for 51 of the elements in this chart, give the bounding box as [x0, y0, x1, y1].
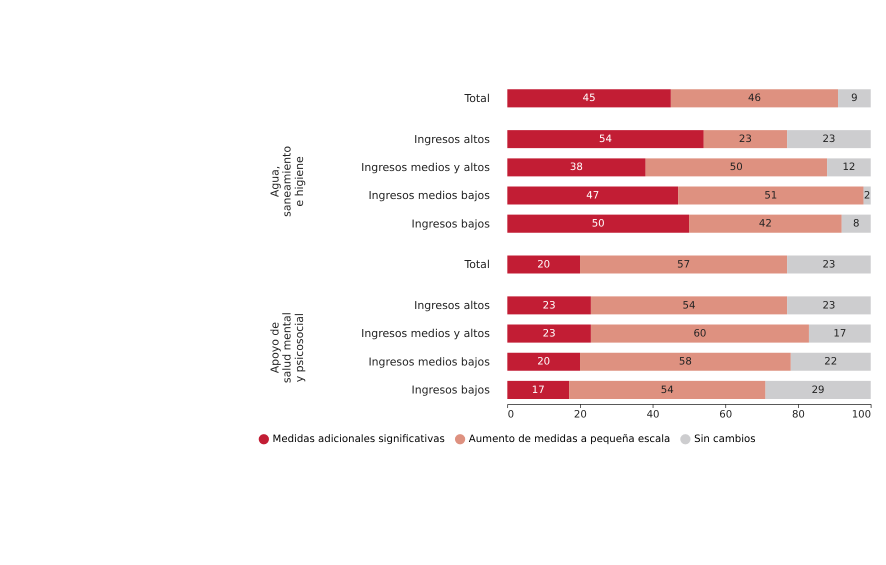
data-label: 57 — [677, 259, 690, 270]
data-label: 51 — [764, 190, 778, 202]
data-label: 12 — [842, 162, 856, 174]
x-tick-label: 100 — [852, 409, 872, 420]
y-tick-label: Ingresos medios bajos — [368, 355, 490, 368]
y-tick-label: Ingresos bajos — [411, 217, 490, 230]
data-label: 8 — [852, 218, 860, 230]
y-tick-label: Total — [463, 92, 490, 105]
data-label: 23 — [738, 134, 752, 146]
data-label: 23 — [822, 134, 836, 146]
data-label: 46 — [748, 93, 761, 104]
legend-label: Aumento de medidas a pequeña escala — [468, 434, 670, 446]
data-label: 47 — [586, 190, 600, 202]
data-label: 54 — [598, 134, 612, 146]
data-label: 60 — [693, 328, 706, 340]
data-label: 23 — [822, 300, 836, 312]
data-label: 23 — [542, 328, 556, 340]
data-label: 20 — [537, 259, 550, 270]
y-tick-label: Total — [463, 258, 490, 272]
y-tick-label: Ingresos medios y altos — [361, 327, 490, 340]
data-label: 2 — [864, 190, 870, 202]
x-tick-label: 40 — [646, 409, 660, 420]
data-label: 20 — [537, 356, 550, 368]
data-label: 45 — [582, 93, 596, 104]
data-label: 29 — [812, 384, 825, 396]
data-label: 54 — [660, 384, 674, 396]
data-label: 50 — [592, 218, 605, 230]
y-tick-label: Ingresos altos — [414, 299, 490, 312]
data-label: 42 — [758, 218, 772, 230]
y-tick-label: Ingresos medios y altos — [361, 160, 490, 174]
data-label: 23 — [542, 300, 556, 312]
x-tick-label: 80 — [792, 409, 805, 420]
data-label: 38 — [570, 162, 583, 174]
data-label: 17 — [532, 384, 545, 396]
data-label: 50 — [730, 162, 743, 174]
y-tick-label: Ingresos medios bajos — [368, 189, 490, 202]
text: Apoyo de salud mental y psicosocial — [268, 312, 306, 384]
x-tick-label: 0 — [508, 409, 514, 420]
data-label: 54 — [682, 300, 696, 312]
y-tick-label: Ingresos altos — [414, 132, 490, 146]
x-tick-label: 60 — [719, 409, 732, 420]
data-label: 9 — [851, 93, 858, 104]
text: Agua, saneamiento e higiene — [268, 146, 306, 217]
data-label: 58 — [678, 356, 692, 368]
legend-label: Sin cambios — [694, 434, 756, 446]
y-tick-label: Ingresos bajos — [411, 384, 490, 397]
data-label: 23 — [822, 259, 836, 270]
x-tick-label: 20 — [574, 409, 587, 420]
data-label: 22 — [824, 356, 838, 368]
data-label: 17 — [833, 328, 846, 340]
legend-label: Medidas adicionales significativas — [272, 434, 445, 446]
